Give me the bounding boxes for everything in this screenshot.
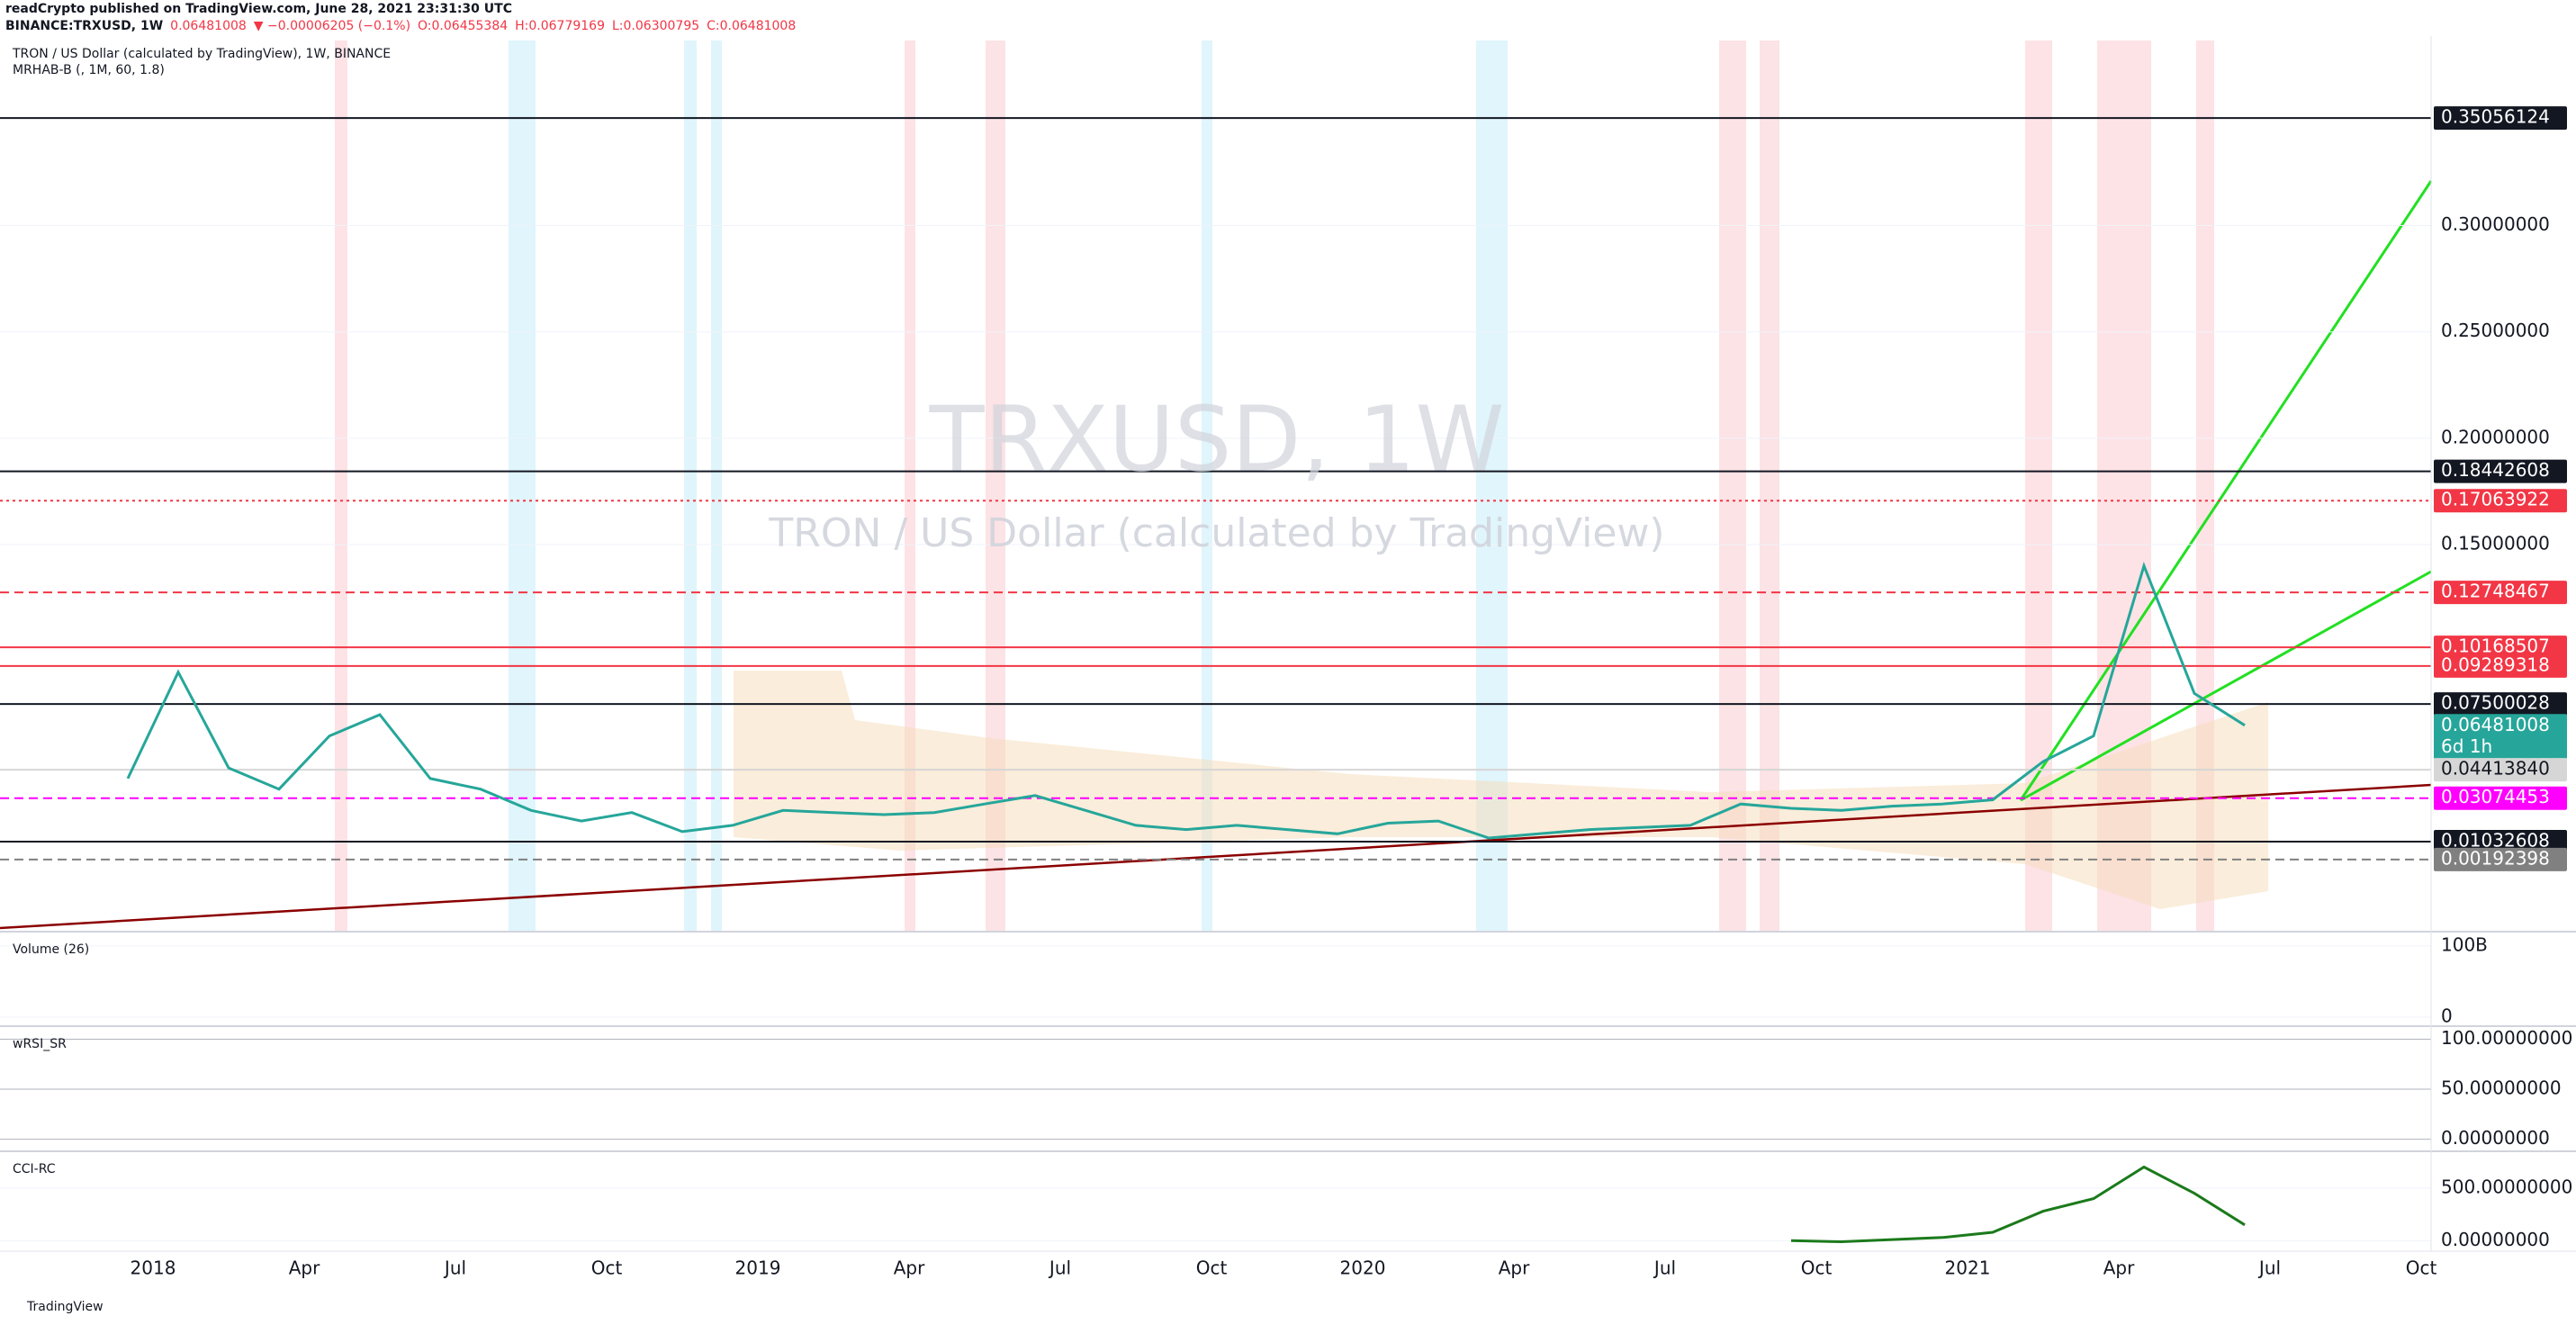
time-tick-label: Oct [591,1257,623,1279]
pane-title: wRSI_SR [13,1037,67,1051]
footer-brand: TradingView [26,1300,104,1314]
publisher: readCrypto published on TradingView.com,… [5,2,512,16]
price-tick-label: 0.00000000 [2441,1127,2550,1149]
time-tick-label: Oct [1801,1257,1833,1279]
level-label: 0.17063922 [2441,489,2550,510]
time-tick-label: Oct [2406,1257,2437,1279]
cloud [734,671,2268,909]
legend-indicator: MRHAB-B (, 1M, 60, 1.8) [13,63,165,77]
level-label: 0.06481008 [2441,714,2550,735]
price-tick-label: 0.30000000 [2441,213,2550,235]
level-label-box [2434,692,2567,717]
time-tick-label: Apr [289,1257,320,1279]
watermark-description: TRON / US Dollar (calculated by TradingV… [768,510,1664,556]
level-label: 0.35056124 [2441,106,2550,128]
header-line: BINANCE:TRXUSD, 1W 0.06481008 ▼ −0.0000620… [5,19,796,33]
level-label-box [2434,714,2567,760]
level-label: 0.18442608 [2441,459,2550,481]
level-label: 0.04413840 [2441,758,2550,780]
price-tick-label: 0.25000000 [2441,320,2550,341]
level-label-box [2434,581,2567,605]
time-tick-label: Jul [1048,1257,1071,1279]
price-line [126,562,2246,840]
level-label-box [2434,459,2567,483]
stripe [1760,41,1779,932]
watermark-symbol: TRXUSD, 1W [929,386,1505,491]
header-item: H:0.06779169 [515,19,605,33]
price-tick-label: 100B [2441,933,2488,955]
price-tick-label: 50.00000000 [2441,1077,2562,1099]
time-tick-label: 2021 [1945,1257,1991,1279]
stripe [986,41,1005,932]
trend-line [2019,180,2433,801]
price-line [1790,1165,2246,1244]
price-tick-label: 0.20000000 [2441,426,2550,447]
time-tick-label: Oct [1196,1257,1228,1279]
level-label-box [2434,847,2567,871]
level-label-box [2434,106,2567,131]
level-label: 0.07500028 [2441,692,2550,714]
time-tick-label: Apr [1499,1257,1530,1279]
time-tick-label: 2020 [1340,1257,1386,1279]
pane-title: Volume (26) [13,942,89,957]
level-label: 0.12748467 [2441,581,2550,602]
level-label-box [2434,489,2567,513]
level-label-box [2434,635,2567,660]
header-item: C:0.06481008 [707,19,796,33]
trend-line [0,783,2432,930]
marks [0,117,2576,1244]
stripe [1202,41,1212,932]
level-label: 0.10168507 [2441,635,2550,657]
level-label: 0.09289318 [2441,653,2550,675]
time-tick-label: Jul [2257,1257,2281,1279]
stripe [1719,41,1746,932]
stripe [905,41,915,932]
time-tick-label: Jul [443,1257,466,1279]
time-tick-label: Apr [2103,1257,2135,1279]
level-label-box [2434,758,2567,782]
time-tick-label: 2019 [735,1257,781,1279]
stripe [509,41,536,932]
header-item: ▼ −0.00006205 (−0.1%) [254,19,410,33]
header-item: O:0.06455384 [418,19,508,33]
stripe [711,41,722,932]
time-tick-label: 2018 [131,1257,176,1279]
time-tick-label: Apr [894,1257,925,1279]
level-label-box [2434,653,2567,678]
header-item: 0.06481008 [170,19,247,33]
level-label-box [2434,786,2567,810]
price-tick-label: 0.00000000 [2441,1229,2550,1250]
level-label: 0.00192398 [2441,847,2550,869]
stripe [335,41,347,932]
stripe [2196,41,2214,932]
trend-line [2020,570,2432,802]
pane-title: CCI-RC [13,1162,56,1176]
level-label-box [2434,829,2567,853]
level-label: 0.01032608 [2441,829,2550,851]
header-item: BINANCE:TRXUSD, 1W [5,19,163,33]
header-item: L:0.06300795 [612,19,699,33]
price-tick-label: 0.15000000 [2441,532,2550,554]
price-tick-label: 0 [2441,1005,2453,1026]
stripe [684,41,697,932]
price-tick-label: 100.00000000 [2441,1027,2572,1049]
time-tick-label: Jul [1653,1257,1676,1279]
price-tick-label: 500.00000000 [2441,1176,2572,1197]
level-label: 0.03074453 [2441,786,2550,807]
countdown: 6d 1h [2441,735,2492,757]
legend-title: TRON / US Dollar (calculated by TradingV… [12,47,391,61]
